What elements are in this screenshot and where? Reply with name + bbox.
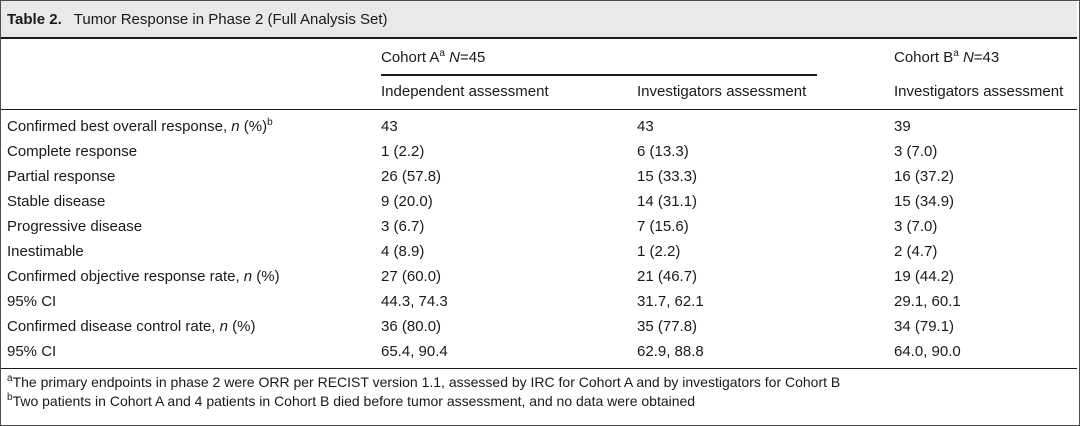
row-value: 62.9, 88.8 <box>637 343 704 360</box>
footnote-rule <box>1 368 1077 369</box>
row-value: 44.3, 74.3 <box>381 293 448 310</box>
row-value: 1 (2.2) <box>381 143 425 160</box>
row-value: 43 <box>381 118 398 135</box>
row-label: 95% CI <box>7 343 57 360</box>
row-value: 3 (6.7) <box>381 218 425 235</box>
row-value: 15 (33.3) <box>637 168 698 185</box>
row-value: 6 (13.3) <box>637 143 689 160</box>
row-value: 64.0, 90.0 <box>894 343 961 360</box>
footnote-a: aThe primary endpoints in phase 2 were O… <box>7 373 841 391</box>
row-label: Stable disease <box>7 193 106 210</box>
row-value: 27 (60.0) <box>381 268 442 285</box>
row-label: Confirmed best overall response, n (%)b <box>7 117 273 136</box>
cohort-a-span-rule <box>381 74 817 76</box>
header-bottom-rule <box>1 109 1077 110</box>
row-value: 35 (77.8) <box>637 318 698 335</box>
row-value: 36 (80.0) <box>381 318 442 335</box>
row-label: Partial response <box>7 168 116 185</box>
row-value: 29.1, 60.1 <box>894 293 961 310</box>
row-value: 65.4, 90.4 <box>381 343 448 360</box>
row-value: 31.7, 62.1 <box>637 293 704 310</box>
cohort-b-header: Cohort Ba N=43 <box>894 48 1000 67</box>
row-value: 1 (2.2) <box>637 243 681 260</box>
row-label: Progressive disease <box>7 218 143 235</box>
row-value: 34 (79.1) <box>894 318 955 335</box>
row-label: 95% CI <box>7 293 57 310</box>
row-value: 2 (4.7) <box>894 243 938 260</box>
table-number: Table 2. <box>7 11 62 28</box>
row-value: 15 (34.9) <box>894 193 955 210</box>
table-title-text: Tumor Response in Phase 2 (Full Analysis… <box>73 11 388 28</box>
table-title: Table 2. Tumor Response in Phase 2 (Full … <box>7 11 388 28</box>
row-value: 16 (37.2) <box>894 168 955 185</box>
row-label: Inestimable <box>7 243 84 260</box>
row-value: 19 (44.2) <box>894 268 955 285</box>
row-value: 3 (7.0) <box>894 218 938 235</box>
row-label: Confirmed disease control rate, n (%) <box>7 318 256 335</box>
subheader-independent: Independent assessment <box>381 83 549 100</box>
row-value: 7 (15.6) <box>637 218 689 235</box>
row-value: 21 (46.7) <box>637 268 698 285</box>
row-value: 14 (31.1) <box>637 193 698 210</box>
table-caption: Table 2. Tumor Response in Phase 2 (Full … <box>1 1 1077 37</box>
row-value: 3 (7.0) <box>894 143 938 160</box>
subheader-investigators-a: Investigators assessment <box>637 83 807 100</box>
row-value: 9 (20.0) <box>381 193 433 210</box>
row-value: 4 (8.9) <box>381 243 425 260</box>
row-label: Complete response <box>7 143 138 160</box>
row-value: 43 <box>637 118 654 135</box>
footnote-b: bTwo patients in Cohort A and 4 patients… <box>7 392 696 410</box>
subheader-investigators-b: Investigators assessment <box>894 83 1064 100</box>
row-label: Confirmed objective response rate, n (%) <box>7 268 280 285</box>
header-top-rule <box>1 37 1077 39</box>
cohort-a-header: Cohort Aa N=45 <box>381 48 486 67</box>
row-value: 26 (57.8) <box>381 168 442 185</box>
row-value: 39 <box>894 118 911 135</box>
